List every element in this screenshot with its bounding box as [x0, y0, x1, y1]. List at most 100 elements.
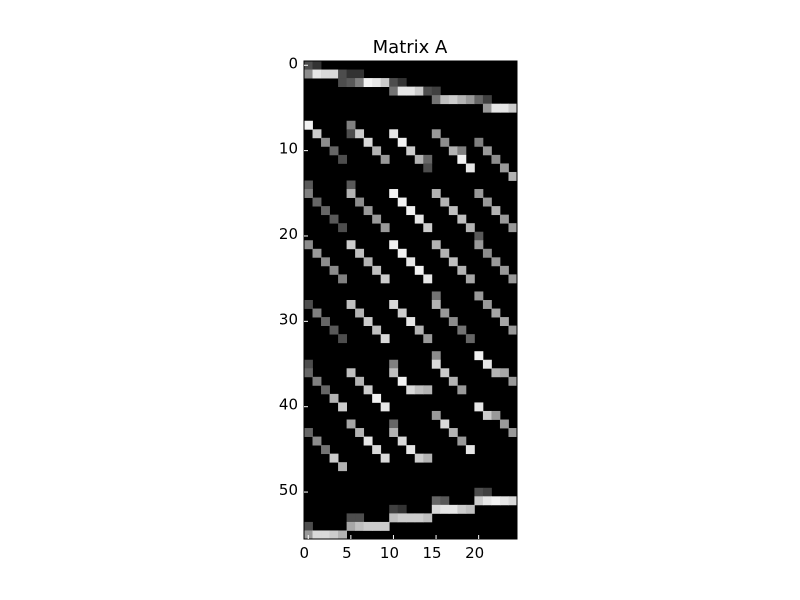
- heatmap-cell: [482, 146, 492, 156]
- heatmap-cell: [448, 95, 458, 105]
- heatmap-cell: [491, 308, 501, 318]
- heatmap-cell: [329, 325, 339, 335]
- heatmap-cell: [414, 385, 424, 395]
- heatmap-cell: [363, 385, 373, 395]
- heatmap-cell: [491, 368, 501, 378]
- heatmap-cell: [304, 530, 313, 540]
- heatmap-cell: [355, 521, 365, 531]
- heatmap-cell: [465, 504, 475, 514]
- plot-area: 0 5 10 15 20 0 10 20 30 40 50: [279, 54, 518, 562]
- heatmap-cell: [457, 504, 467, 514]
- heatmap-cell: [474, 402, 484, 412]
- heatmap-cell: [474, 240, 484, 250]
- heatmap-cell: [329, 69, 339, 79]
- heatmap-cell: [312, 197, 322, 207]
- heatmap-cell: [440, 368, 450, 378]
- heatmap-cell: [499, 103, 509, 113]
- heatmap-cell: [312, 308, 322, 318]
- heatmap-cell: [321, 206, 330, 216]
- heatmap-cell: [423, 513, 433, 523]
- heatmap-cell: [431, 240, 441, 250]
- y-tick-label: 40: [279, 396, 298, 414]
- heatmap-cell: [482, 103, 492, 113]
- heatmap-cell: [304, 120, 313, 130]
- heatmap-cell: [491, 206, 501, 216]
- heatmap-cell: [491, 257, 501, 267]
- heatmap-cell: [304, 180, 313, 190]
- heatmap-cell: [338, 334, 347, 344]
- heatmap-cell: [508, 274, 518, 284]
- heatmap-cell: [304, 189, 313, 198]
- chart-title: Matrix A: [373, 37, 448, 58]
- heatmap-cell: [440, 248, 450, 258]
- heatmap-cell: [397, 197, 407, 207]
- heatmap-cell: [389, 504, 399, 514]
- heatmap-cell: [338, 462, 347, 472]
- heatmap-cell: [346, 78, 356, 88]
- heatmap-cell: [414, 154, 424, 164]
- heatmap-cell: [380, 334, 390, 344]
- heatmap-cell: [482, 496, 492, 506]
- heatmap-cell: [482, 300, 492, 309]
- heatmap-cell: [482, 197, 492, 207]
- heatmap-cell: [465, 223, 475, 233]
- heatmap-cell: [397, 504, 407, 514]
- heatmap-cell: [482, 487, 492, 497]
- heatmap-cell: [508, 496, 518, 506]
- heatmap-cell: [491, 103, 501, 113]
- heatmap-cell: [406, 146, 416, 156]
- heatmap-cell: [499, 368, 509, 378]
- heatmap-cell: [346, 120, 356, 130]
- heatmap-cell: [448, 376, 458, 386]
- heatmap-cell: [338, 530, 347, 540]
- heatmap-cell: [482, 95, 492, 105]
- heatmap-cell: [482, 410, 492, 420]
- heatmap-cell: [363, 137, 373, 147]
- heatmap-cell: [346, 419, 356, 429]
- heatmap-cell: [397, 86, 407, 96]
- y-tick-label: 10: [279, 140, 298, 158]
- heatmap-cell: [389, 368, 399, 378]
- heatmap-cell: [474, 487, 484, 497]
- heatmap-cell: [321, 385, 330, 395]
- heatmap-cells: [304, 61, 518, 540]
- heatmap-cell: [329, 453, 339, 463]
- heatmap-cell: [321, 445, 330, 455]
- heatmap-cell: [355, 78, 365, 88]
- heatmap-cell: [457, 325, 467, 335]
- heatmap-cell: [389, 428, 399, 437]
- heatmap-cell: [508, 223, 518, 233]
- heatmap-cell: [431, 351, 441, 361]
- heatmap-cell: [508, 428, 518, 437]
- heatmap-cell: [346, 368, 356, 378]
- heatmap-cell: [304, 521, 313, 531]
- heatmap-cell: [372, 265, 382, 275]
- heatmap-cell: [363, 317, 373, 327]
- heatmap-cell: [440, 308, 450, 318]
- heatmap-cell: [304, 368, 313, 378]
- heatmap-cell: [431, 504, 441, 514]
- heatmap-cell: [440, 419, 450, 429]
- heatmap-cell: [474, 189, 484, 198]
- heatmap-cell: [448, 504, 458, 514]
- x-axis-ticks: 0 5 10 15 20: [299, 535, 484, 562]
- heatmap-cell: [474, 351, 484, 361]
- heatmap-cell: [465, 95, 475, 105]
- heatmap-cell: [457, 154, 467, 164]
- heatmap-cell: [465, 274, 475, 284]
- heatmap-cell: [406, 513, 416, 523]
- heatmap-cell: [414, 214, 424, 224]
- heatmap-cell: [423, 223, 433, 233]
- heatmap-cell: [304, 69, 313, 79]
- heatmap-cell: [346, 129, 356, 139]
- heatmap-cell: [397, 376, 407, 386]
- heatmap-cell: [499, 163, 509, 173]
- y-tick-label: 20: [279, 225, 298, 243]
- heatmap-cell: [321, 317, 330, 327]
- heatmap-cell: [423, 385, 433, 395]
- heatmap-cell: [440, 504, 450, 514]
- heatmap-cell: [465, 445, 475, 455]
- heatmap-cell: [380, 453, 390, 463]
- heatmap-cell: [457, 214, 467, 224]
